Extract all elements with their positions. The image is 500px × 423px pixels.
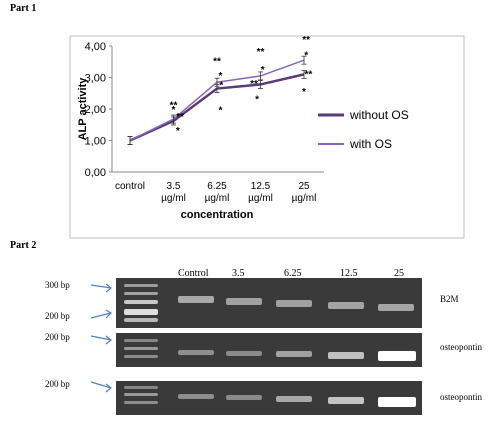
x-axis-label: concentration — [181, 209, 254, 221]
ladder-band — [124, 284, 158, 287]
gel-lane-label: 12.5 — [340, 268, 358, 279]
arrow-icon — [90, 283, 112, 293]
ladder-band — [124, 386, 158, 389]
x-tick-label: 25 — [298, 181, 310, 192]
gel-lane-label: Control — [178, 268, 209, 279]
gel-band — [378, 397, 416, 407]
gel-band — [378, 304, 414, 311]
x-tick-label: 3.5 — [167, 181, 181, 192]
x-tick-label: µg/ml — [161, 193, 186, 204]
significance-marker: * — [172, 105, 176, 116]
arrow-icon — [90, 381, 112, 393]
significance-marker: * — [219, 81, 223, 92]
legend-label: with OS — [349, 137, 392, 151]
significance-marker: * — [304, 51, 308, 62]
gel-lane-label: 6.25 — [284, 268, 302, 279]
gene-label-osteopontin-2: osteopontin — [440, 392, 482, 402]
x-tick-label: µg/ml — [248, 193, 273, 204]
part2-label: Part 2 — [10, 240, 37, 251]
gel-lane-label: 3.5 — [232, 268, 245, 279]
gel-band — [276, 351, 312, 357]
significance-marker: * — [219, 106, 223, 117]
ladder-band — [124, 393, 158, 396]
bp-marker-label: 200 bp — [45, 311, 70, 321]
ladder-band — [124, 355, 158, 358]
gel-band — [226, 395, 262, 400]
gel-band — [226, 351, 262, 356]
bp-marker-label: 300 bp — [45, 280, 70, 290]
ladder-band — [124, 347, 158, 350]
arrow-icon — [90, 309, 112, 319]
bp-marker-label: 200 bp — [45, 379, 70, 389]
gel-band — [226, 298, 262, 305]
significance-marker: * — [302, 87, 306, 98]
bp-marker-label: 200 bp — [45, 332, 70, 342]
gel-band — [276, 396, 312, 402]
ladder-band — [124, 401, 158, 404]
significance-marker: * — [219, 71, 223, 82]
gel-band — [276, 300, 312, 307]
x-tick-label: 6.25 — [207, 181, 227, 192]
chart-frame — [69, 35, 465, 239]
significance-marker: ** — [213, 56, 221, 67]
y-tick-label: 4,00 — [85, 41, 106, 53]
significance-marker: * — [255, 95, 259, 106]
gel-band — [328, 302, 364, 309]
y-tick-label: 2,00 — [85, 104, 106, 116]
ladder-band — [124, 318, 158, 322]
gene-label-osteopontin-1: osteopontin — [440, 342, 482, 352]
gel-band — [178, 350, 214, 355]
gel-band — [378, 351, 416, 361]
x-tick-label: µg/ml — [205, 193, 230, 204]
gel-band — [328, 397, 364, 404]
gene-label-b2m: B2M — [440, 294, 459, 304]
x-tick-label: control — [115, 181, 145, 192]
gel-panel-osteopontin-2 — [116, 381, 422, 415]
significance-marker: ** — [250, 79, 258, 90]
gel-panel-b2m — [116, 278, 422, 328]
part1-label: Part 1 — [10, 3, 37, 14]
ladder-band — [124, 300, 158, 304]
significance-marker: * — [261, 65, 265, 76]
y-tick-label: 1,00 — [85, 136, 106, 148]
ladder-band — [124, 309, 158, 315]
significance-marker: * — [176, 126, 180, 137]
x-tick-label: 12.5 — [251, 181, 271, 192]
gel-band — [178, 296, 214, 303]
y-tick-label: 3,00 — [85, 73, 106, 85]
significance-marker: ** — [302, 35, 310, 46]
gel-lane-label: 25 — [394, 268, 404, 279]
y-axis-label: ALP activity — [77, 77, 89, 141]
significance-marker: ** — [257, 47, 265, 58]
legend-label: without OS — [349, 108, 409, 122]
ladder-band — [124, 339, 158, 342]
x-tick-label: µg/ml — [292, 193, 317, 204]
arrow-icon — [90, 335, 112, 345]
y-tick-label: 0,00 — [85, 167, 106, 179]
gel-band — [178, 394, 214, 399]
significance-marker: ** — [176, 112, 184, 123]
ladder-band — [124, 292, 158, 295]
significance-marker: ** — [170, 100, 178, 111]
significance-marker: ** — [304, 70, 312, 81]
gel-band — [328, 352, 364, 359]
gel-panel-osteopontin-1 — [116, 333, 422, 367]
